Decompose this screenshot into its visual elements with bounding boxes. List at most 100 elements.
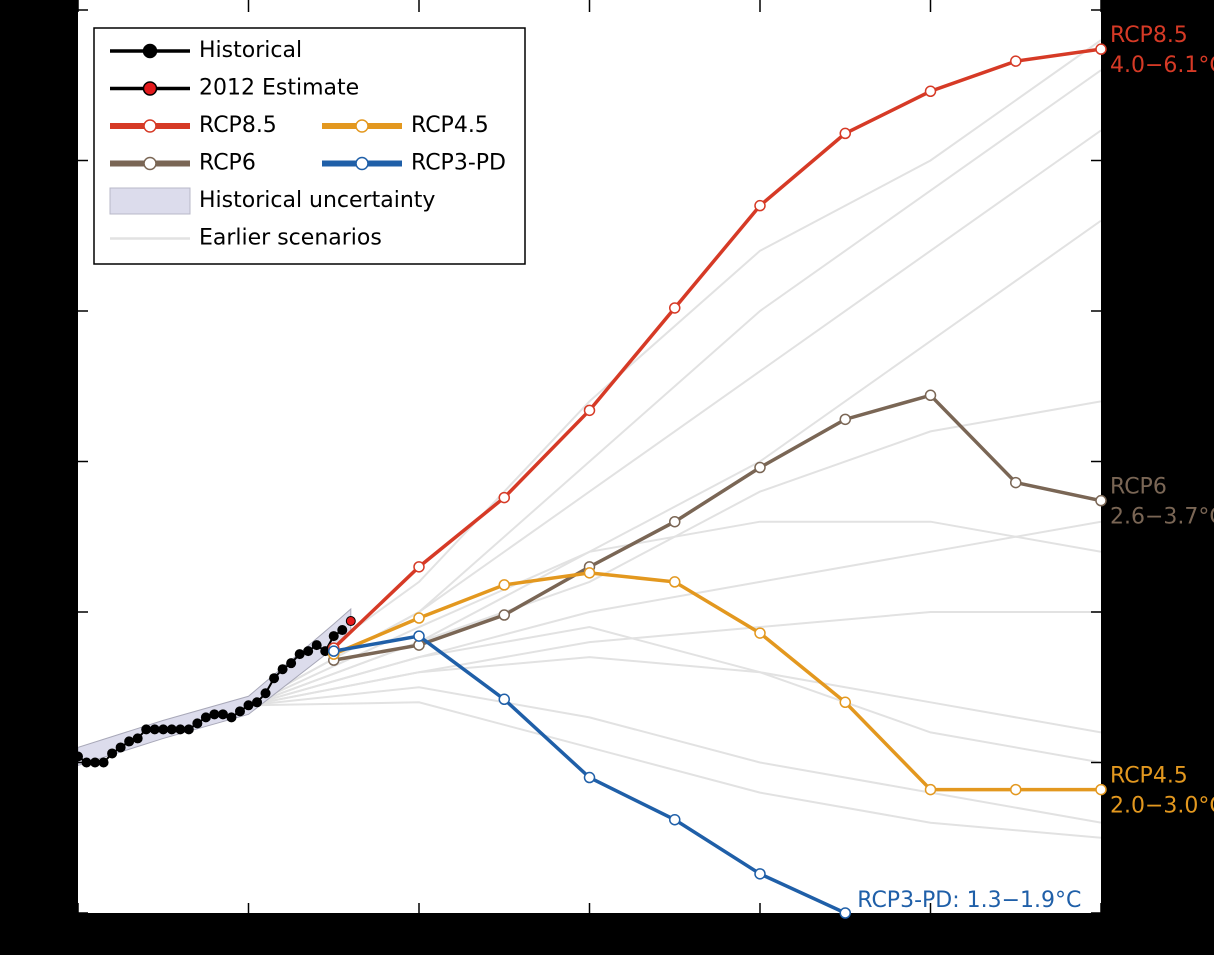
series-point: [413, 612, 425, 624]
legend-label: Historical: [199, 38, 302, 63]
series-point: [200, 712, 211, 723]
series-point: [1010, 783, 1022, 796]
series-point: [158, 724, 169, 735]
series-point: [669, 576, 681, 588]
series-point: [209, 709, 220, 720]
series-point: [754, 461, 766, 474]
series-end-label: 2.6−3.7°C: [1110, 505, 1214, 530]
legend-marker: [143, 156, 157, 171]
legend-marker: [142, 81, 158, 96]
legend-marker: [143, 119, 157, 133]
series-point: [269, 673, 280, 684]
series-point: [166, 724, 177, 735]
earlier-scenario-line: [248, 686, 1101, 824]
series-point: [115, 742, 126, 753]
series-point: [413, 630, 425, 642]
y-tick-label: 10: [42, 599, 70, 624]
series-point: [328, 645, 340, 657]
series-point: [669, 813, 681, 826]
series-point: [498, 609, 510, 621]
series-point: [669, 302, 681, 314]
series-point: [583, 771, 596, 784]
earlier-scenario-line: [248, 611, 1101, 707]
series-point: [294, 649, 305, 660]
series-point: [337, 625, 348, 636]
x-tick-label: 2000: [221, 922, 277, 947]
earlier-scenario-line: [247, 39, 1101, 707]
series-end-label: RCP6: [1110, 475, 1167, 500]
legend-label: RCP6: [199, 151, 256, 176]
x-tick-label: 2020: [391, 922, 447, 947]
series-point: [1010, 55, 1022, 67]
y-tick-label: 15: [42, 449, 70, 474]
series-point: [1095, 43, 1107, 55]
legend-label: 2012 Estimate: [199, 76, 359, 101]
series-point: [839, 696, 851, 709]
x-tick-label: 2040: [562, 922, 618, 947]
series-point: [754, 868, 766, 880]
series-point: [98, 757, 109, 768]
series-end-label: RCP8.5: [1110, 23, 1188, 48]
series-point: [498, 693, 510, 706]
series-point: [107, 748, 118, 759]
series-point: [149, 724, 160, 735]
earlier-scenario-line: [248, 701, 1101, 839]
series-point: [226, 712, 237, 723]
series-point: [260, 688, 271, 699]
y-tick-label: 0: [56, 900, 70, 925]
earlier-scenario-line: [248, 69, 1101, 707]
y-tick-label: 5: [56, 750, 70, 775]
series-point: [839, 127, 851, 140]
series-end-label: RCP3-PD: 1.3−1.9°C: [857, 888, 1081, 913]
legend-marker: [142, 43, 158, 59]
series-point: [311, 640, 322, 651]
series-end-label: 4.0−6.1°C: [1110, 53, 1214, 78]
series-point: [141, 724, 152, 735]
series-point: [277, 664, 288, 675]
series-point: [1010, 476, 1022, 489]
x-tick-label: 2100: [1073, 922, 1129, 947]
x-tick-label: 2080: [903, 922, 959, 947]
series-line: [333, 571, 1101, 792]
series-point: [90, 757, 101, 768]
series-point: [924, 85, 937, 98]
legend-marker: [355, 156, 369, 171]
legend-label: Historical uncertainty: [199, 188, 435, 213]
x-tick-label: 2060: [732, 922, 788, 947]
series-point: [78, 751, 83, 762]
y-tick-label: 30: [42, 0, 70, 22]
series-point: [286, 658, 297, 669]
y-tick-label: 25: [42, 148, 70, 173]
series-point: [754, 627, 766, 639]
series-point: [183, 724, 194, 735]
x-tick-label: 1980: [50, 922, 106, 947]
series-point: [839, 907, 851, 919]
y-tick-label: 20: [42, 298, 70, 323]
series-line: [333, 393, 1101, 662]
series-point: [124, 736, 135, 747]
legend-label: Earlier scenarios: [199, 226, 382, 251]
series-point: [243, 700, 254, 711]
series-point: [754, 199, 766, 212]
series-end-label: 2.0−3.0°C: [1110, 794, 1214, 819]
series-point: [132, 733, 143, 744]
series-point: [669, 515, 681, 528]
legend-label: RCP8.5: [199, 113, 277, 138]
series-point: [175, 724, 186, 735]
series-point: [839, 413, 851, 426]
series-point: [498, 579, 510, 591]
legend-label: RCP3-PD: [411, 151, 506, 176]
series-point: [217, 709, 228, 720]
series-point: [924, 783, 937, 796]
series-point: [583, 567, 596, 579]
series-point: [498, 491, 510, 504]
series-line: [332, 47, 1101, 650]
plot: [78, 39, 1101, 913]
series-point: [328, 631, 339, 642]
series-point: [1095, 494, 1107, 507]
legend-swatch: [109, 187, 191, 215]
legend-label: RCP4.5: [411, 113, 489, 138]
earlier-scenario-line: [248, 626, 1101, 764]
